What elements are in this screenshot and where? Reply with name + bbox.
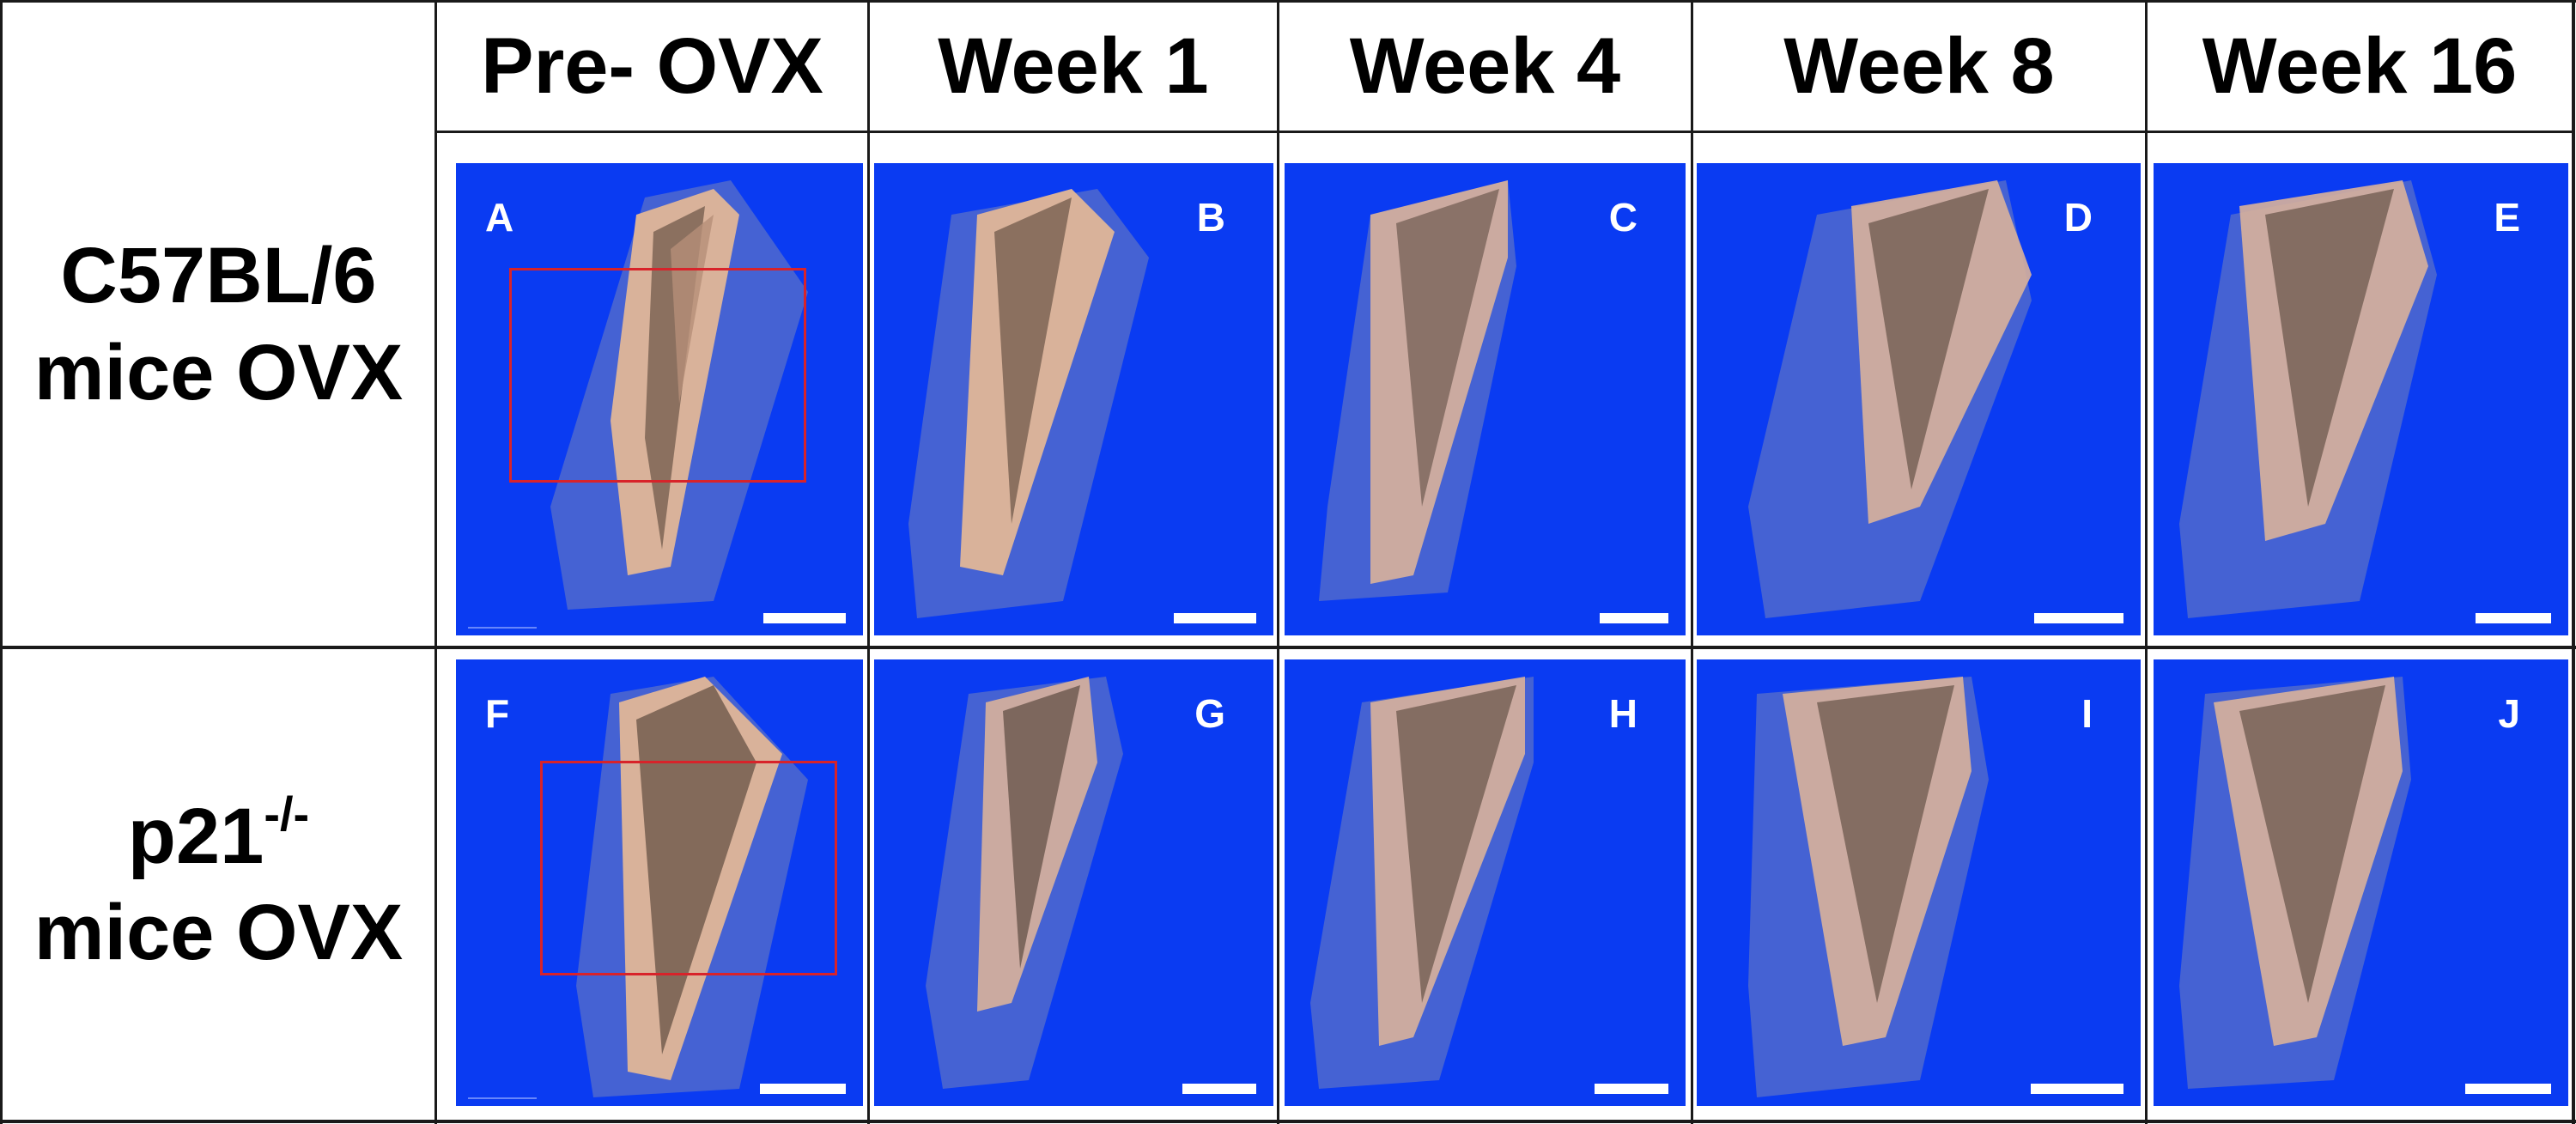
panel-d: D: [1697, 163, 2141, 635]
microct-bone-render: [1310, 677, 1534, 1089]
microct-bone-render: [2179, 180, 2437, 618]
column-header-week-8: Week 8: [1783, 22, 2055, 110]
panel-label: C: [1608, 195, 1637, 240]
grid-line: [0, 0, 3, 1124]
scale-bar: [2034, 613, 2123, 623]
scale-bar: [2465, 1084, 2551, 1094]
panel-label: A: [485, 195, 514, 240]
grid-line: [2572, 0, 2575, 1124]
row-header-line1: p21: [127, 792, 264, 880]
panel-g: G: [874, 659, 1273, 1106]
panel-j: J: [2154, 659, 2568, 1106]
panel-e: E: [2154, 163, 2568, 635]
microct-bone-render: [2179, 677, 2411, 1089]
grid-line: [2145, 0, 2148, 1124]
scale-marker: [468, 627, 537, 629]
scale-bar: [2476, 613, 2551, 623]
microct-bone-render: [550, 180, 808, 610]
region-of-interest-box: [540, 761, 837, 975]
panel-f: F: [456, 659, 863, 1106]
region-of-interest-box: [509, 268, 806, 483]
grid-line: [434, 0, 437, 1124]
panel-i: I: [1697, 659, 2141, 1106]
scale-bar: [1182, 1084, 1256, 1094]
column-header-week-16: Week 16: [2202, 22, 2518, 110]
scale-bar: [760, 1084, 846, 1094]
scale-bar: [1174, 613, 1256, 623]
column-header-pre-ovx: Pre- OVX: [481, 22, 823, 110]
scale-bar: [1600, 613, 1668, 623]
row-header-p21: p21-/- mice OVX: [3, 649, 434, 1120]
panel-c: C: [1285, 163, 1686, 635]
row-header-superscript: -/-: [264, 786, 310, 841]
panel-b: B: [874, 163, 1273, 635]
microct-bone-render: [1748, 180, 2032, 618]
grid-line: [1277, 0, 1279, 1124]
panel-label: D: [2063, 195, 2093, 240]
microct-bone-render: [576, 677, 808, 1097]
scale-bar: [2031, 1084, 2123, 1094]
scale-bar: [763, 613, 846, 623]
row-header-line2: mice OVX: [33, 328, 404, 416]
scale-bar: [1595, 1084, 1668, 1094]
microct-bone-render: [1319, 180, 1516, 601]
panel-label: B: [1196, 195, 1225, 240]
panel-label: E: [2494, 195, 2520, 240]
panel-label: G: [1194, 691, 1225, 736]
grid-line: [434, 131, 2574, 133]
row-header-line1: C57BL/6: [60, 232, 377, 320]
microct-bone-render: [1748, 677, 1989, 1097]
panel-h: H: [1285, 659, 1686, 1106]
row-header-c57bl6: C57BL/6 mice OVX: [3, 3, 434, 646]
grid-line: [0, 0, 2576, 3]
panel-label: I: [2081, 691, 2093, 736]
grid-line: [867, 0, 870, 1124]
grid-line: [0, 646, 2576, 649]
panel-label: F: [485, 691, 510, 736]
grid-line: [1691, 0, 1693, 1124]
column-header-week-4: Week 4: [1349, 22, 1621, 110]
microct-bone-render: [908, 189, 1149, 618]
grid-line: [0, 1120, 2576, 1123]
column-header-week-1: Week 1: [938, 22, 1209, 110]
panel-label: J: [2498, 691, 2520, 736]
panel-a: A: [456, 163, 863, 635]
scale-marker: [468, 1097, 537, 1099]
row-header-line2: mice OVX: [33, 889, 404, 976]
microct-bone-render: [926, 677, 1123, 1089]
panel-label: H: [1608, 691, 1637, 736]
